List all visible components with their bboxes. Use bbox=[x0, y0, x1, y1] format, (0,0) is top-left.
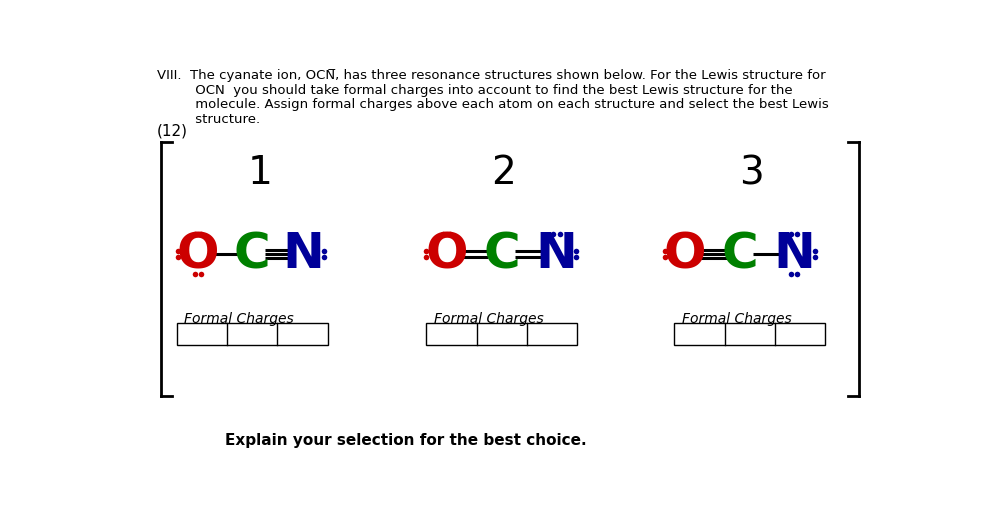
Text: 2: 2 bbox=[491, 154, 516, 192]
Text: OCN  you should take formal charges into account to find the best Lewis structur: OCN you should take formal charges into … bbox=[157, 84, 793, 97]
Text: C: C bbox=[722, 230, 759, 278]
Text: Formal Charges: Formal Charges bbox=[185, 312, 295, 326]
Text: N: N bbox=[283, 230, 324, 278]
Text: (12): (12) bbox=[157, 123, 187, 138]
Text: O: O bbox=[177, 230, 219, 278]
Text: 3: 3 bbox=[739, 154, 764, 192]
Bar bbox=[675, 323, 825, 345]
Text: VIII.  The cyanate ion, OCN̅, has three resonance structures shown below. For th: VIII. The cyanate ion, OCN̅, has three r… bbox=[157, 69, 825, 82]
Text: Formal Charges: Formal Charges bbox=[434, 312, 544, 326]
Text: O: O bbox=[426, 230, 467, 278]
Bar bbox=[177, 323, 327, 345]
Text: Explain your selection for the best choice.: Explain your selection for the best choi… bbox=[225, 434, 586, 448]
Text: C: C bbox=[233, 230, 270, 278]
Text: N: N bbox=[536, 230, 577, 278]
Text: O: O bbox=[663, 230, 705, 278]
Text: C: C bbox=[483, 230, 520, 278]
Text: Formal Charges: Formal Charges bbox=[682, 312, 792, 326]
Text: N: N bbox=[774, 230, 815, 278]
Text: molecule. Assign formal charges above each atom on each structure and select the: molecule. Assign formal charges above ea… bbox=[157, 98, 828, 112]
Text: 1: 1 bbox=[247, 154, 272, 192]
Bar bbox=[427, 323, 577, 345]
Text: structure.: structure. bbox=[157, 113, 260, 126]
